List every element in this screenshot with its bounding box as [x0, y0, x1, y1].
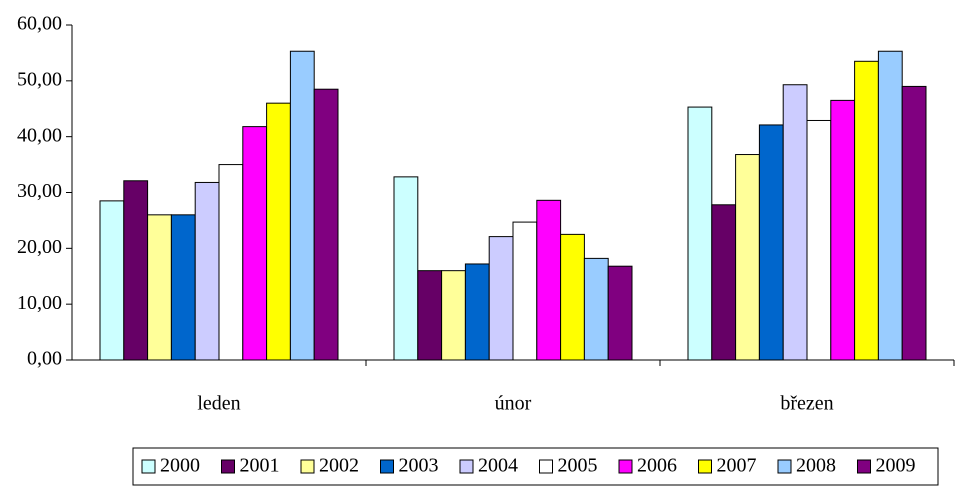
y-tick-label: 50,00: [17, 68, 62, 90]
bar: [147, 214, 172, 361]
legend-label: 2004: [478, 455, 518, 477]
legend-label: 2005: [558, 455, 598, 477]
legend-swatch: [618, 459, 633, 474]
y-tick-label: 10,00: [17, 292, 62, 314]
legend-label: 2009: [876, 455, 916, 477]
bar: [687, 106, 713, 361]
bar: [758, 124, 784, 361]
legend-label: 2006: [637, 455, 677, 477]
bar: [560, 233, 585, 361]
legend-label: 2008: [796, 455, 836, 477]
x-tick-label: březen: [780, 393, 833, 415]
legend-swatch: [539, 459, 553, 474]
bar: [488, 236, 514, 361]
legend-label: 2002: [319, 455, 359, 477]
y-tick-label: 60,00: [17, 13, 62, 35]
legend-swatch: [221, 459, 235, 474]
bar: [218, 164, 244, 361]
legend-swatch: [698, 459, 712, 474]
y-tick-label: 30,00: [17, 180, 62, 202]
legend-box: [132, 447, 939, 486]
bar: [417, 270, 443, 361]
legend-label: 2000: [160, 455, 200, 477]
bar: [854, 60, 879, 361]
legend-label: 2001: [240, 455, 280, 477]
bar: [583, 257, 609, 361]
bar: [393, 176, 419, 361]
bar: [536, 199, 562, 361]
bar: [289, 50, 315, 361]
x-tick-label: únor: [495, 393, 532, 415]
bar: [99, 200, 125, 361]
bar: [170, 214, 196, 361]
bar: [877, 50, 903, 361]
bar: [242, 126, 268, 361]
bar: [266, 102, 291, 361]
legend-swatch: [459, 459, 474, 474]
y-tick-label: 0,00: [27, 348, 62, 370]
legend-swatch: [141, 459, 156, 474]
legend-label: 2003: [399, 455, 439, 477]
y-tick-label: 20,00: [17, 236, 62, 258]
bar: [123, 180, 149, 361]
bar: [464, 263, 490, 361]
legend-swatch: [300, 459, 315, 474]
bar: [194, 181, 220, 361]
legend-swatch: [857, 459, 871, 474]
bar: [806, 119, 832, 361]
bar: [441, 270, 466, 361]
bar: [830, 99, 856, 361]
bar: [313, 88, 339, 361]
x-tick-label: leden: [197, 393, 240, 415]
bar: [735, 154, 760, 361]
bar: [901, 85, 927, 361]
bar: [512, 221, 538, 361]
legend-label: 2007: [717, 455, 757, 477]
legend-swatch: [380, 459, 394, 474]
bar: [607, 265, 633, 361]
y-tick-label: 40,00: [17, 124, 62, 146]
bar: [782, 84, 808, 361]
bar: [711, 204, 737, 361]
legend-swatch: [777, 459, 792, 474]
